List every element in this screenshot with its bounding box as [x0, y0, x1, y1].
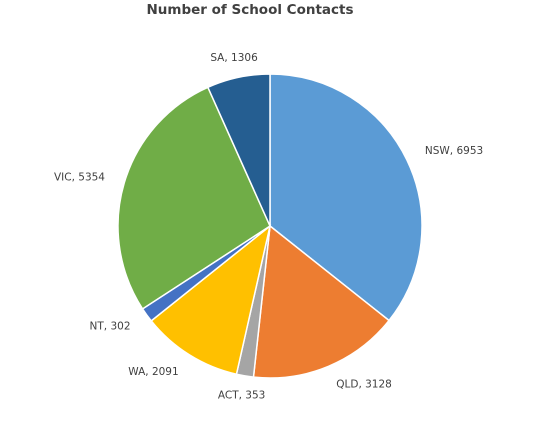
pie-slice — [150, 224, 272, 376]
data-label: NSW, 6953 — [425, 145, 483, 157]
pie-slice — [269, 73, 423, 322]
data-label: ACT, 353 — [218, 390, 265, 402]
pie-slice — [252, 224, 391, 379]
data-label: SA, 1306 — [210, 52, 258, 64]
chart-title: Number of School Contacts — [146, 2, 353, 18]
data-label: VIC, 5354 — [54, 171, 105, 183]
pie-slice — [206, 73, 271, 227]
data-label: WA, 2091 — [128, 366, 178, 378]
data-label: NT, 302 — [90, 321, 131, 333]
data-label: QLD, 3128 — [336, 379, 392, 391]
